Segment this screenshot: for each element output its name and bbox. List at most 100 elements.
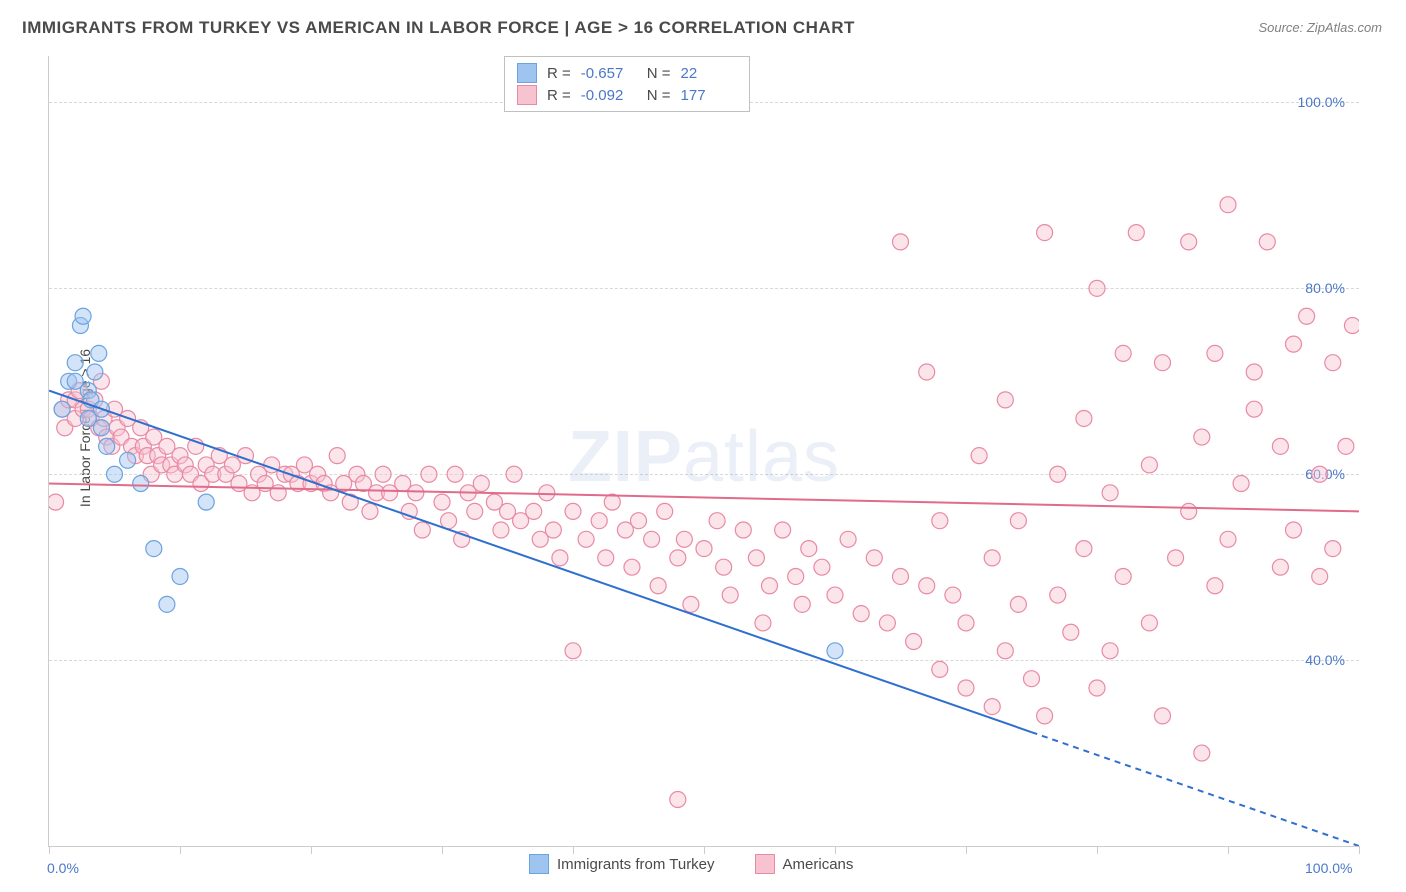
data-point-americans [788, 568, 804, 584]
scatter-svg [49, 56, 1359, 846]
data-point-americans [1194, 745, 1210, 761]
stats-N-americans: 177 [681, 87, 737, 104]
data-point-americans [1312, 466, 1328, 482]
data-point-americans [1155, 355, 1171, 371]
data-point-turkey [159, 596, 175, 612]
data-point-turkey [172, 568, 188, 584]
data-point-americans [1050, 587, 1066, 603]
data-point-americans [565, 503, 581, 519]
data-point-americans [932, 661, 948, 677]
data-point-americans [1194, 429, 1210, 445]
data-point-americans [1181, 503, 1197, 519]
legend-item-turkey: Immigrants from Turkey [529, 854, 715, 874]
data-point-americans [473, 476, 489, 492]
data-point-turkey [91, 345, 107, 361]
stats-R-americans: -0.092 [581, 87, 637, 104]
data-point-americans [1272, 559, 1288, 575]
data-point-americans [1155, 708, 1171, 724]
data-point-turkey [93, 420, 109, 436]
x-tick [311, 846, 312, 854]
data-point-americans [598, 550, 614, 566]
data-point-americans [827, 587, 843, 603]
stats-row-americans: R = -0.092 N = 177 [517, 85, 737, 105]
data-point-americans [1259, 234, 1275, 250]
data-point-turkey [133, 476, 149, 492]
data-point-americans [853, 606, 869, 622]
data-point-americans [1220, 197, 1236, 213]
data-point-americans [1312, 568, 1328, 584]
legend-item-americans: Americans [755, 854, 854, 874]
data-point-americans [801, 541, 817, 557]
data-point-americans [1325, 355, 1341, 371]
chart-plot-area: ZIPatlas R = -0.657 N = 22 R = -0.092 N … [48, 56, 1359, 847]
data-point-americans [735, 522, 751, 538]
legend-label-turkey: Immigrants from Turkey [557, 856, 715, 873]
data-point-americans [755, 615, 771, 631]
data-point-turkey [120, 452, 136, 468]
data-point-americans [866, 550, 882, 566]
x-tick [573, 846, 574, 854]
correlation-stats-box: R = -0.657 N = 22 R = -0.092 N = 177 [504, 56, 750, 112]
data-point-americans [1010, 596, 1026, 612]
data-point-americans [644, 531, 660, 547]
data-point-americans [1037, 225, 1053, 241]
legend-swatch-turkey [529, 854, 549, 874]
data-point-turkey [198, 494, 214, 510]
data-point-americans [932, 513, 948, 529]
data-point-americans [441, 513, 457, 529]
data-point-americans [1063, 624, 1079, 640]
data-point-americans [945, 587, 961, 603]
data-point-americans [984, 699, 1000, 715]
data-point-americans [375, 466, 391, 482]
data-point-americans [1115, 345, 1131, 361]
data-point-americans [447, 466, 463, 482]
x-tick [180, 846, 181, 854]
x-tick [704, 846, 705, 854]
data-point-americans [408, 485, 424, 501]
data-point-americans [1344, 318, 1359, 334]
data-point-americans [539, 485, 555, 501]
data-point-americans [1141, 457, 1157, 473]
data-point-americans [919, 364, 935, 380]
legend-swatch-americans [755, 854, 775, 874]
stats-N-label: N = [647, 65, 671, 82]
data-point-americans [1181, 234, 1197, 250]
data-point-americans [1286, 522, 1302, 538]
data-point-americans [1128, 225, 1144, 241]
stats-row-turkey: R = -0.657 N = 22 [517, 63, 737, 83]
data-point-americans [1246, 401, 1262, 417]
chart-title: IMMIGRANTS FROM TURKEY VS AMERICAN IN LA… [22, 18, 855, 38]
data-point-americans [716, 559, 732, 575]
data-point-americans [984, 550, 1000, 566]
data-point-americans [657, 503, 673, 519]
data-point-americans [434, 494, 450, 510]
data-point-americans [958, 615, 974, 631]
data-point-americans [1089, 680, 1105, 696]
data-point-turkey [146, 541, 162, 557]
data-point-americans [578, 531, 594, 547]
data-point-americans [683, 596, 699, 612]
data-point-americans [722, 587, 738, 603]
data-point-americans [814, 559, 830, 575]
data-point-americans [414, 522, 430, 538]
data-point-americans [591, 513, 607, 529]
data-point-americans [775, 522, 791, 538]
data-point-americans [526, 503, 542, 519]
data-point-americans [748, 550, 764, 566]
source-attribution: Source: ZipAtlas.com [1258, 20, 1382, 35]
data-point-turkey [75, 308, 91, 324]
data-point-turkey [67, 355, 83, 371]
x-tick [835, 846, 836, 854]
data-point-americans [1286, 336, 1302, 352]
data-point-americans [552, 550, 568, 566]
data-point-americans [624, 559, 640, 575]
data-point-americans [670, 550, 686, 566]
data-point-americans [1207, 578, 1223, 594]
data-point-americans [794, 596, 810, 612]
data-point-americans [565, 643, 581, 659]
data-point-americans [1233, 476, 1249, 492]
data-point-americans [997, 392, 1013, 408]
data-point-americans [1102, 485, 1118, 501]
data-point-americans [879, 615, 895, 631]
stats-R-label: R = [547, 65, 571, 82]
